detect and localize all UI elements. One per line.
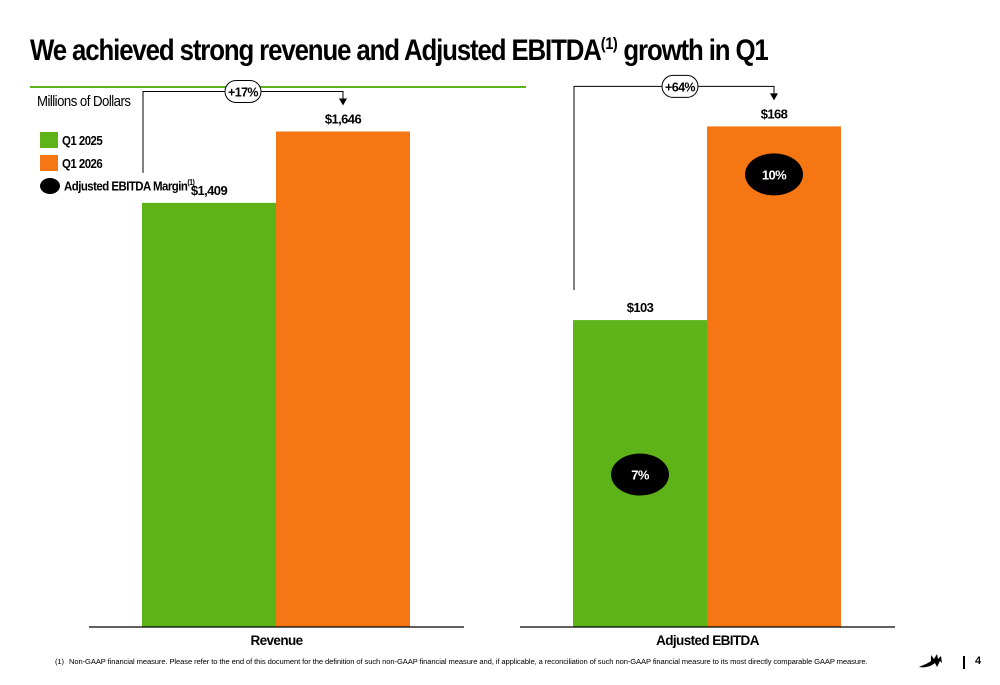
- legend-label-text: Adjusted EBITDA Margin: [64, 178, 188, 194]
- footnote-text: Non-GAAP financial measure. Please refer…: [69, 657, 868, 666]
- title-underline: [30, 86, 526, 88]
- growth-label: +64%: [665, 80, 695, 94]
- page-title: We achieved strong revenue and Adjusted …: [30, 34, 769, 68]
- growth-label: +17%: [228, 86, 258, 100]
- bar-value-label: $103: [627, 300, 654, 315]
- margin-ellipse: [611, 453, 669, 496]
- growth-arrow-head: [339, 98, 347, 106]
- category-label: Revenue: [250, 633, 303, 648]
- growth-pill: [661, 74, 699, 98]
- bar-value-label: $1,646: [325, 112, 362, 127]
- legend-label: Q1 2025: [62, 132, 103, 148]
- footnote: (1) Non-GAAP financial measure. Please re…: [55, 657, 868, 666]
- growth-pill: [224, 80, 262, 104]
- legend-label: Q1 2026: [62, 155, 103, 171]
- page-title-text: We achieved strong revenue and Adjusted …: [30, 34, 602, 67]
- page-title-footnote-ref: (1): [600, 34, 618, 53]
- bar-revenue-q1-2026: [276, 131, 410, 628]
- category-label: Adjusted EBITDA: [656, 633, 760, 648]
- bar-value-label: $1,409: [191, 183, 228, 198]
- chart-legend: Q1 2025 Q1 2026 Adjusted EBITDA Margin(1…: [40, 129, 212, 198]
- legend-swatch-q1-2025: [40, 132, 58, 148]
- legend-swatch-ebitda-margin: [40, 178, 60, 194]
- units-label: Millions of Dollars: [37, 93, 131, 110]
- margin-label: 10%: [762, 167, 787, 182]
- margin-ellipse: [745, 153, 803, 196]
- growth-arrow-head: [770, 93, 778, 101]
- legend-footnote-ref: (1): [187, 178, 195, 188]
- footnote-mark: (1): [55, 657, 64, 666]
- legend-item-ebitda-margin: Adjusted EBITDA Margin(1): [40, 175, 212, 197]
- legend-swatch-q1-2026: [40, 155, 58, 171]
- page-number: 4: [975, 655, 982, 667]
- legend-item-q1-2026: Q1 2026: [40, 152, 212, 174]
- bar-value-label: $168: [761, 106, 788, 121]
- margin-label: 7%: [631, 468, 650, 483]
- crown-logo-icon: [919, 654, 942, 668]
- bar-adjusted-ebitda-q1-2026: [707, 126, 841, 628]
- page-title-tail: growth in Q1: [617, 34, 768, 67]
- page-separator: [963, 656, 965, 669]
- legend-item-q1-2025: Q1 2025: [40, 129, 212, 151]
- bar-revenue-q1-2025: [142, 202, 276, 628]
- legend-label: Adjusted EBITDA Margin(1): [64, 178, 195, 194]
